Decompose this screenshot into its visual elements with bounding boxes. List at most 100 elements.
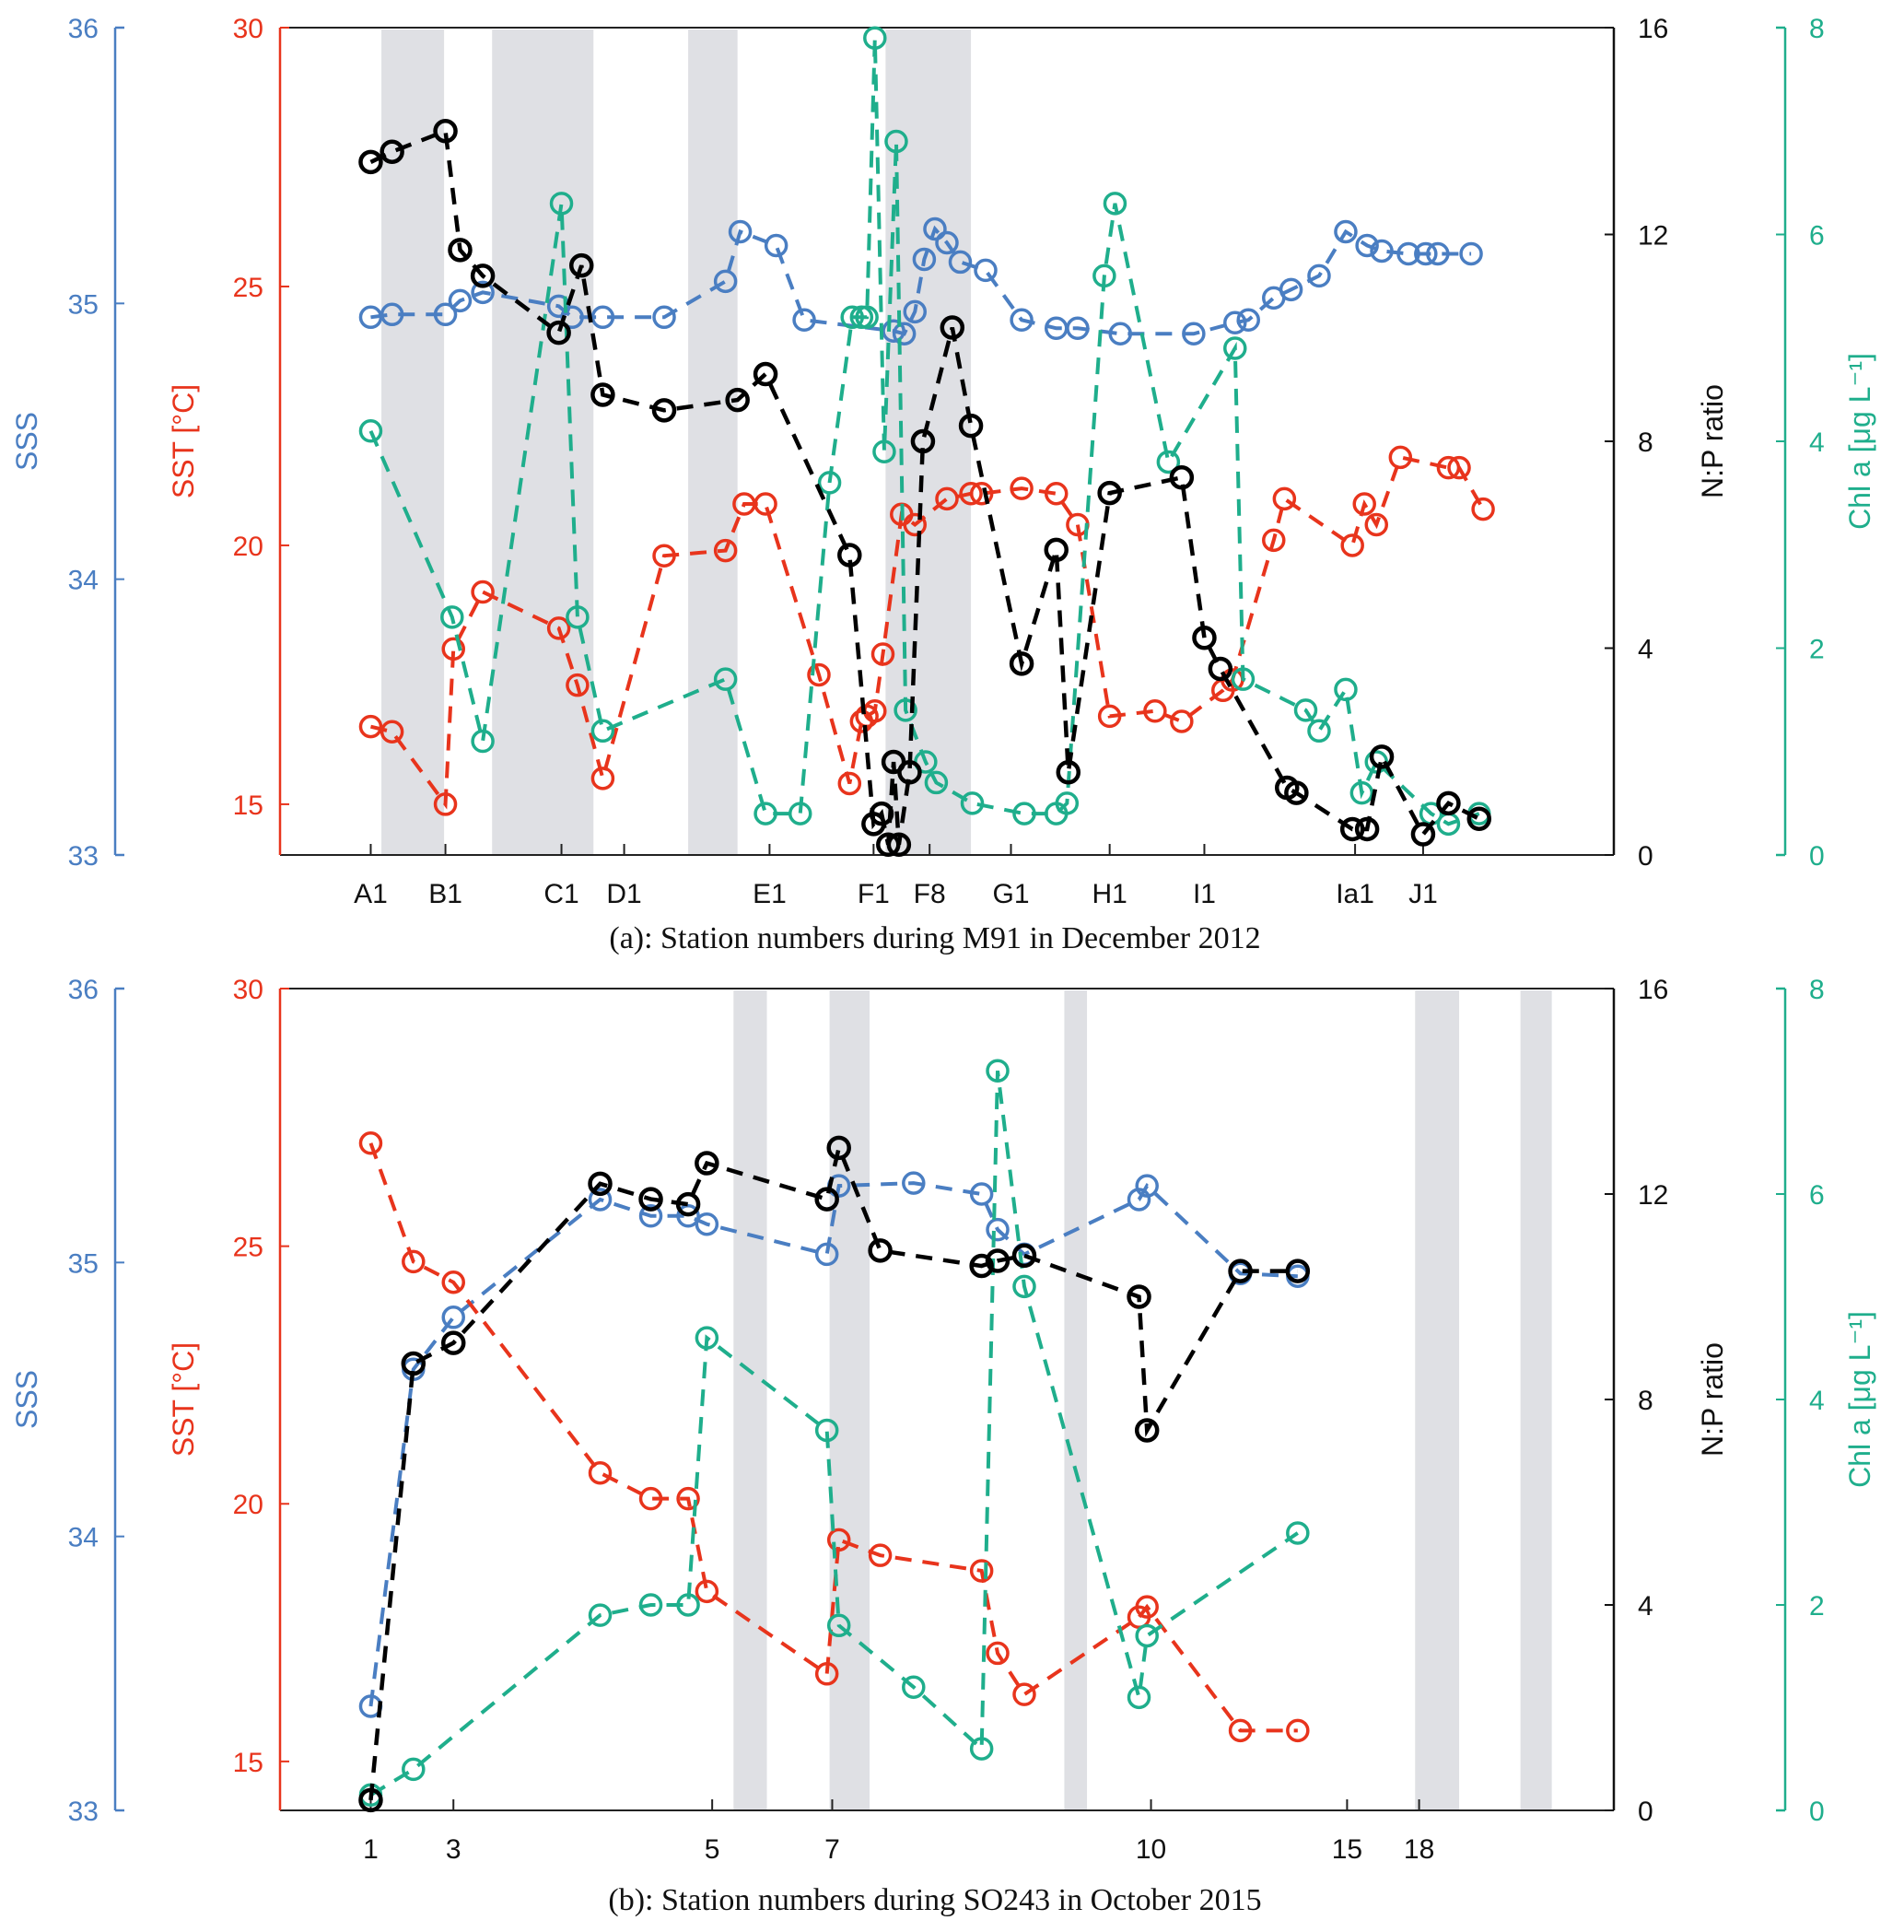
- data-point-np: [1208, 656, 1233, 682]
- data-point-chl: [1127, 1685, 1151, 1710]
- data-point-chl: [1231, 667, 1256, 691]
- data-point-sst: [380, 720, 404, 744]
- data-point-sst: [1262, 528, 1286, 553]
- data-point-np: [568, 252, 594, 278]
- np-axis-title: N:P ratio: [1696, 1342, 1729, 1457]
- np-axis-title: N:P ratio: [1696, 384, 1729, 498]
- data-point-chl: [1012, 1274, 1036, 1299]
- data-point-sss: [882, 319, 905, 344]
- x-tick-label: 18: [1404, 1834, 1434, 1865]
- sss-tick-label: 36: [68, 14, 99, 44]
- sst-tick-label: 25: [233, 273, 263, 303]
- data-point-sst: [837, 771, 862, 796]
- data-point-sss: [380, 302, 404, 327]
- chl-tick-label: 2: [1809, 1591, 1825, 1622]
- data-point-np: [358, 1787, 383, 1813]
- data-point-np: [1009, 651, 1034, 676]
- np-tick-label: 16: [1638, 975, 1668, 1005]
- data-point-np: [725, 387, 750, 413]
- x-tick-label: E1: [753, 879, 787, 909]
- shaded-band: [733, 990, 767, 1810]
- np-tick-label: 16: [1638, 14, 1668, 44]
- data-point-sst: [1097, 704, 1122, 729]
- data-point-sss: [1108, 322, 1132, 346]
- np-tick-label: 8: [1638, 1386, 1653, 1416]
- sss-tick-label: 35: [68, 1248, 99, 1279]
- data-point-sst: [638, 1486, 663, 1511]
- x-tick-label: 3: [446, 1834, 461, 1865]
- data-point-np: [675, 1191, 701, 1217]
- data-point-chl: [902, 1675, 926, 1699]
- data-point-np: [826, 1135, 851, 1161]
- data-point-chl: [1286, 1521, 1310, 1545]
- data-point-np: [969, 1253, 994, 1279]
- data-point-np: [433, 119, 458, 144]
- data-point-sst: [870, 642, 895, 666]
- data-point-sst: [1352, 492, 1376, 516]
- data-point-chl: [1103, 192, 1127, 216]
- x-tick-label: 10: [1136, 1834, 1166, 1865]
- data-point-np: [1056, 759, 1081, 785]
- sst-axis-title: SST [°C]: [167, 1342, 200, 1457]
- data-point-np: [695, 1151, 719, 1176]
- sss-tick-label: 35: [68, 289, 99, 320]
- data-point-sss: [1223, 310, 1247, 335]
- data-point-sss: [912, 247, 937, 272]
- sss-axis-title: SSS: [10, 1370, 43, 1429]
- data-point-sss: [652, 305, 676, 330]
- data-point-sst: [441, 637, 465, 662]
- data-point-chl: [753, 802, 777, 825]
- data-point-chl: [817, 471, 842, 495]
- chl-tick-label: 4: [1809, 1386, 1825, 1416]
- shaded-band: [1064, 990, 1088, 1810]
- chl-tick-label: 8: [1809, 14, 1825, 44]
- data-point-sss: [588, 1188, 613, 1212]
- data-point-sst: [358, 1131, 383, 1155]
- data-point-chl: [590, 719, 615, 744]
- data-point-chl: [826, 1613, 851, 1638]
- x-tick-label: 5: [705, 1834, 720, 1865]
- data-point-sst: [358, 714, 383, 739]
- x-tick-label: 1: [363, 1834, 379, 1865]
- data-point-chl: [713, 667, 738, 691]
- x-tick-label: H1: [1092, 879, 1127, 909]
- data-point-chl: [549, 192, 574, 216]
- np-tick-label: 12: [1638, 1180, 1668, 1211]
- data-point-sst: [826, 1528, 851, 1552]
- data-point-chl: [402, 1757, 426, 1782]
- x-tick-label: C1: [543, 879, 578, 909]
- data-point-chl: [638, 1593, 663, 1617]
- data-point-chl: [1092, 263, 1116, 288]
- data-point-np: [1134, 1418, 1160, 1443]
- data-point-sss: [903, 299, 927, 324]
- data-point-np: [1466, 806, 1492, 831]
- data-point-sss: [969, 1182, 994, 1206]
- data-point-sst: [1447, 455, 1471, 480]
- chl-tick-label: 2: [1809, 635, 1825, 665]
- data-point-sss: [1307, 263, 1331, 288]
- data-point-np: [546, 320, 571, 345]
- data-point-np: [886, 832, 912, 858]
- np-tick-label: 12: [1638, 221, 1668, 252]
- data-point-np: [638, 1187, 663, 1212]
- sss-tick-label: 33: [68, 1797, 99, 1827]
- caption-panel-a: (a): Station numbers during M91 in Decem…: [609, 921, 1260, 955]
- series-line-np: [368, 1141, 1298, 1801]
- data-point-chl: [1334, 677, 1358, 702]
- data-point-sst: [1364, 512, 1389, 537]
- data-point-np: [470, 263, 496, 288]
- data-point-np: [358, 149, 383, 175]
- data-point-sss: [448, 288, 473, 313]
- data-point-chl: [788, 802, 812, 825]
- data-point-np: [1192, 626, 1217, 650]
- data-point-np: [1011, 1243, 1037, 1269]
- data-point-np: [814, 1187, 839, 1212]
- data-point-sst: [1135, 1595, 1159, 1619]
- data-point-chl: [986, 1059, 1010, 1083]
- data-point-sss: [471, 280, 495, 305]
- data-point-np: [868, 1238, 893, 1263]
- x-tick-label: Ia1: [1336, 879, 1374, 909]
- data-point-sss: [695, 1212, 719, 1236]
- data-point-chl: [960, 791, 985, 815]
